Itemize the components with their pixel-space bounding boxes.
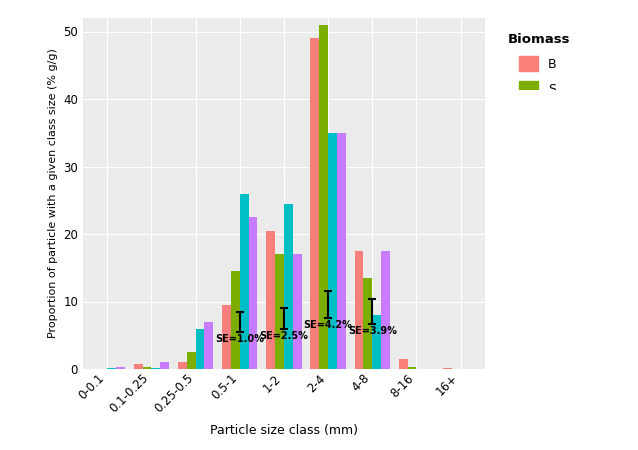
Bar: [364, 278, 372, 369]
Bar: [381, 251, 390, 369]
Bar: [266, 230, 275, 369]
Bar: [319, 25, 328, 369]
Bar: [107, 368, 116, 369]
Bar: [372, 315, 381, 369]
Bar: [178, 362, 187, 369]
Bar: [408, 367, 417, 369]
Text: SE=2.5%: SE=2.5%: [260, 330, 308, 341]
Bar: [249, 217, 257, 369]
Bar: [116, 367, 125, 369]
Bar: [134, 364, 142, 369]
Bar: [151, 368, 160, 369]
Bar: [196, 328, 204, 369]
Bar: [337, 133, 346, 369]
Bar: [275, 254, 284, 369]
Legend: B, S, M, P: B, S, M, P: [499, 24, 579, 156]
Bar: [204, 322, 213, 369]
Bar: [311, 38, 319, 369]
Bar: [293, 254, 302, 369]
Bar: [443, 368, 452, 369]
Bar: [284, 203, 293, 369]
Bar: [240, 194, 249, 369]
Text: SE=4.2%: SE=4.2%: [304, 320, 353, 330]
Bar: [142, 367, 151, 369]
Bar: [222, 305, 231, 369]
Y-axis label: Proportion of particle with a given class size (% g/g): Proportion of particle with a given clas…: [48, 49, 57, 338]
Bar: [187, 352, 196, 369]
Bar: [355, 251, 364, 369]
X-axis label: Particle size class (mm): Particle size class (mm): [210, 424, 358, 437]
Bar: [328, 133, 337, 369]
Bar: [399, 359, 408, 369]
Text: SE=3.9%: SE=3.9%: [348, 326, 397, 336]
Text: SE=1.0%: SE=1.0%: [215, 334, 264, 344]
Bar: [160, 362, 169, 369]
Bar: [231, 271, 240, 369]
